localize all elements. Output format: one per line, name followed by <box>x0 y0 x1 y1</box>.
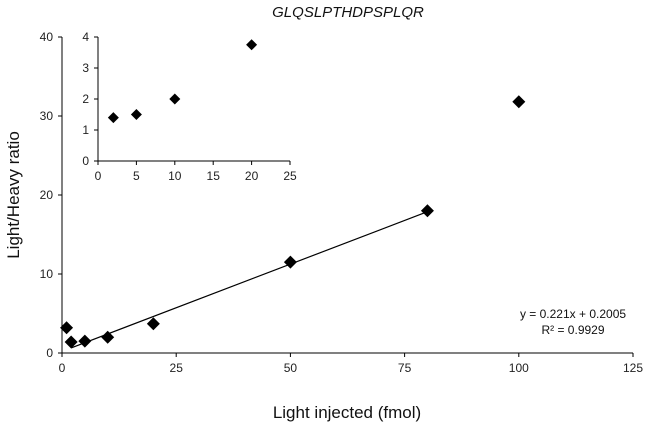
inset-data-point <box>246 39 258 51</box>
x-tick-label: 50 <box>284 361 298 375</box>
inset-x-tick-label: 25 <box>283 169 297 183</box>
chart-title: GLQSLPTHDPSPLQR <box>272 4 424 21</box>
y-tick-label: 10 <box>40 267 54 281</box>
inset-y-tick-label: 0 <box>82 154 89 168</box>
y-tick-label: 0 <box>46 346 53 360</box>
data-point <box>78 334 92 348</box>
inset-data-point <box>107 112 119 124</box>
inset-x-tick-label: 0 <box>95 169 102 183</box>
inset-x-tick-label: 10 <box>168 169 182 183</box>
inset-x-tick-label: 15 <box>207 169 221 183</box>
x-tick-label: 0 <box>59 361 66 375</box>
inset-y-tick-label: 3 <box>82 61 89 75</box>
y-tick-label: 20 <box>40 188 54 202</box>
data-point <box>512 95 526 109</box>
data-point <box>283 255 297 269</box>
x-tick-label: 25 <box>170 361 184 375</box>
x-tick-label: 75 <box>398 361 412 375</box>
fit-line <box>70 211 428 349</box>
inset-x-tick-label: 20 <box>245 169 259 183</box>
inset-y-tick-label: 4 <box>82 30 89 44</box>
main-points <box>60 95 526 349</box>
y-axis-label: Light/Heavy ratio <box>4 131 23 259</box>
main-fit <box>70 211 428 349</box>
y-tick-label: 30 <box>40 109 54 123</box>
fit-equation: y = 0.221x + 0.2005 <box>520 307 626 321</box>
inset-plot: 0 5 10 15 20 25 0 1 2 3 4 <box>82 30 297 183</box>
data-point <box>420 204 434 218</box>
fit-r-squared: R² = 0.9929 <box>541 323 604 337</box>
inset-ticks: 0 5 10 15 20 25 0 1 2 3 4 <box>82 30 297 183</box>
x-tick-label: 125 <box>623 361 643 375</box>
x-tick-label: 100 <box>509 361 529 375</box>
inset-y-tick-label: 1 <box>82 123 89 137</box>
inset-data-point <box>169 93 181 105</box>
data-point <box>60 321 74 335</box>
data-point <box>64 335 78 349</box>
inset-x-tick-label: 5 <box>133 169 140 183</box>
y-tick-label: 40 <box>40 30 54 44</box>
data-point <box>146 317 160 331</box>
inset-data-point <box>130 109 142 120</box>
x-axis-label: Light injected (fmol) <box>273 403 421 422</box>
inset-points <box>107 39 258 124</box>
data-point <box>101 330 115 344</box>
inset-y-tick-label: 2 <box>82 92 89 106</box>
